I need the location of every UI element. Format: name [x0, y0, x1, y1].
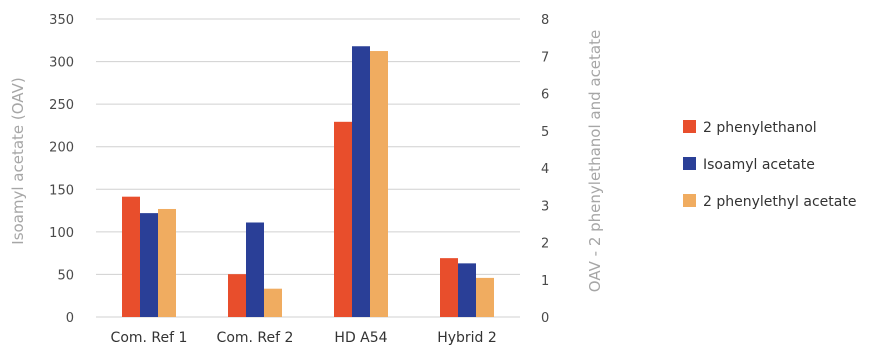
right-axis-ticks: 0 1 2 3 4 5 6 7 8 — [541, 13, 549, 326]
bar-2-phenylethanol-3 — [440, 258, 458, 317]
bar-isoamyl-acetate-2 — [352, 46, 370, 317]
left-tick-label: 200 — [49, 141, 74, 156]
left-tick-label: 100 — [49, 226, 74, 241]
bar-2-phenylethyl-acetate-2 — [370, 51, 388, 317]
legend-label: Isoamyl acetate — [703, 157, 815, 173]
right-tick-label: 8 — [541, 13, 549, 28]
category-label: HD A54 — [334, 330, 387, 346]
right-axis-title: OAV - 2 phenylethanol and acetate — [586, 30, 604, 292]
bar-isoamyl-acetate-1 — [246, 222, 264, 317]
legend-swatch — [683, 194, 696, 207]
bar-2-phenylethanol-0 — [122, 196, 140, 317]
right-tick-label: 6 — [541, 88, 549, 103]
left-axis-title: Isoamyl acetate (OAV) — [9, 77, 27, 244]
category-labels: Com. Ref 1 Com. Ref 2 HD A54 Hybrid 2 — [111, 330, 497, 346]
category-label: Com. Ref 2 — [217, 330, 294, 346]
left-axis-ticks: 0 50 100 150 200 250 300 350 — [49, 13, 74, 326]
bars — [122, 46, 494, 317]
category-label: Hybrid 2 — [437, 330, 497, 346]
left-tick-label: 0 — [66, 311, 74, 326]
right-tick-label: 5 — [541, 125, 549, 140]
right-tick-label: 7 — [541, 50, 549, 65]
left-tick-label: 350 — [49, 13, 74, 28]
left-tick-label: 150 — [49, 183, 74, 198]
left-tick-label: 250 — [49, 98, 74, 113]
legend-label: 2 phenylethyl acetate — [703, 194, 856, 210]
right-tick-label: 3 — [541, 199, 549, 214]
bar-isoamyl-acetate-0 — [140, 213, 158, 317]
right-tick-label: 1 — [541, 274, 549, 289]
legend: 2 phenylethanol Isoamyl acetate 2 phenylet… — [683, 120, 856, 210]
right-tick-label: 2 — [541, 237, 549, 252]
category-label: Com. Ref 1 — [111, 330, 188, 346]
right-tick-label: 0 — [541, 311, 549, 326]
bar-2-phenylethyl-acetate-3 — [476, 277, 494, 317]
bar-2-phenylethanol-2 — [334, 121, 352, 317]
legend-swatch — [683, 120, 696, 133]
bar-2-phenylethyl-acetate-1 — [264, 288, 282, 317]
left-tick-label: 50 — [57, 268, 74, 283]
legend-swatch — [683, 157, 696, 170]
left-tick-label: 300 — [49, 56, 74, 71]
bar-2-phenylethanol-1 — [228, 274, 246, 317]
bar-2-phenylethyl-acetate-0 — [158, 208, 176, 317]
right-tick-label: 4 — [541, 162, 549, 177]
legend-label: 2 phenylethanol — [703, 120, 817, 136]
bar-isoamyl-acetate-3 — [458, 263, 476, 317]
